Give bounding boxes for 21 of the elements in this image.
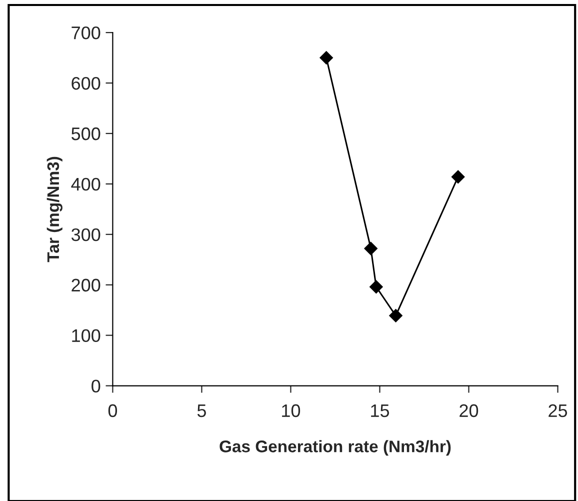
y-tick-label: 700 [72,26,100,40]
point [389,309,402,322]
point [320,51,333,64]
y-tick-label: 200 [72,278,100,292]
y-tick-label: 400 [71,178,100,191]
x-tick-label: 25 [548,404,568,418]
point [364,242,378,256]
y-tick-label: 300 [71,228,100,242]
y-tick-label: 100 [72,329,100,342]
x-tick-label: 20 [460,404,478,418]
x-tick-label: 10 [282,404,300,418]
x-tick-label: 0 [108,404,118,418]
y-axis-title: Tar (mg/Nm3) [46,156,62,262]
y-tick-label: 500 [72,127,100,140]
x-tick-label: 5 [197,404,206,418]
y-tick-label: 0 [92,380,100,392]
x-tick-label: 15 [371,404,390,418]
point [370,280,383,294]
x-axis-title: Gas Generation rate (Nm3/hr) [220,440,451,456]
point [451,170,465,184]
y-tick-label: 600 [72,76,100,90]
